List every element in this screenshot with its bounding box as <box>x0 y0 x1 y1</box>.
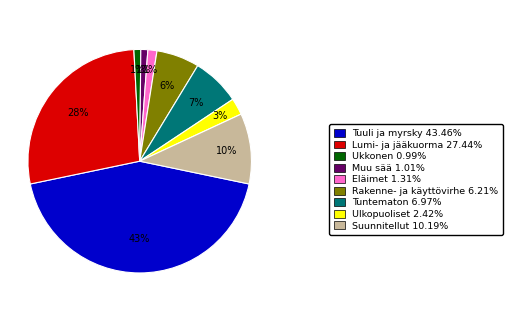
Wedge shape <box>30 161 249 273</box>
Wedge shape <box>140 50 157 161</box>
Wedge shape <box>140 99 241 161</box>
Wedge shape <box>140 66 233 161</box>
Text: 3%: 3% <box>212 111 227 122</box>
Wedge shape <box>28 50 140 184</box>
Text: 1%: 1% <box>130 64 145 75</box>
Text: 10%: 10% <box>215 146 237 156</box>
Text: 1%: 1% <box>143 65 158 75</box>
Text: 6%: 6% <box>160 81 175 91</box>
Wedge shape <box>134 49 141 161</box>
Text: 7%: 7% <box>188 98 203 108</box>
Wedge shape <box>140 51 198 161</box>
Text: 28%: 28% <box>67 108 88 118</box>
Wedge shape <box>140 114 251 184</box>
Text: 1%: 1% <box>136 65 151 75</box>
Legend: Tuuli ja myrsky 43.46%, Lumi- ja jääkuorma 27.44%, Ukkonen 0.99%, Muu sää 1.01%,: Tuuli ja myrsky 43.46%, Lumi- ja jääkuor… <box>329 124 503 235</box>
Wedge shape <box>140 50 148 161</box>
Text: 43%: 43% <box>129 234 150 244</box>
